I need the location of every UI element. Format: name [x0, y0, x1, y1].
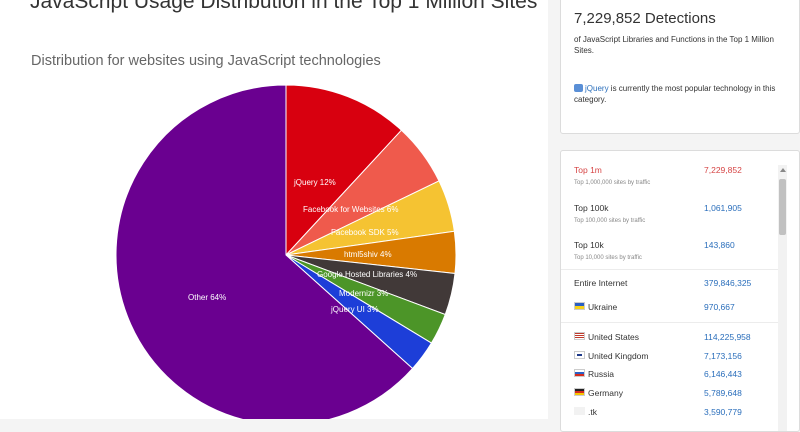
stat-label: .tk [588, 407, 597, 417]
pie-label: jQuery 12% [293, 178, 336, 187]
pie-slice-jquery[interactable] [285, 84, 403, 257]
stat-value: 114,225,958 [704, 332, 751, 342]
popular-technology: jQuery is currently the most popular tec… [574, 83, 792, 105]
stat-value: 6,146,443 [704, 369, 742, 379]
stat-label: Top 100k [574, 203, 609, 213]
tk-icon [574, 407, 585, 415]
detections-description: of JavaScript Libraries and Functions in… [574, 35, 774, 55]
scroll-up-icon[interactable] [780, 168, 786, 172]
scrollbar-thumb[interactable] [779, 179, 786, 235]
stat-label: United Kingdom [588, 351, 649, 361]
detections-card: 7,229,852 Detections of JavaScript Libra… [560, 0, 800, 134]
page-title: JavaScript Usage Distribution in the Top… [30, 0, 538, 13]
stat-label: Ukraine [588, 302, 618, 312]
stats-card: Top 1m Top 1,000,000 sites by traffic 7,… [560, 150, 800, 432]
pie-slice-other[interactable] [115, 84, 414, 419]
stat-sublabel: Top 1,000,000 sites by traffic [574, 180, 651, 186]
stat-label: United States [588, 332, 640, 342]
pie-label: Modernizr 3% [339, 289, 388, 298]
detections-count: 7,229,852 Detections [574, 10, 716, 27]
pie-label: Google Hosted Libraries 4% [317, 270, 417, 279]
stat-value: 7,229,852 [704, 165, 742, 175]
pie-label: Other 64% [188, 293, 226, 302]
stat-value: 143,860 [704, 240, 735, 250]
stat-value: 7,173,156 [704, 351, 742, 361]
ukraine-flag [574, 302, 585, 310]
jquery-link[interactable]: jQuery [585, 84, 609, 93]
russia-flag [574, 369, 585, 377]
stat-label: Entire Internet [574, 278, 628, 288]
stat-value: 379,846,325 [704, 278, 752, 288]
uk-flag [574, 351, 585, 359]
jquery-icon [574, 84, 583, 92]
stat-sublabel: Top 10,000 sites by traffic [574, 255, 642, 261]
scrollbar[interactable] [778, 165, 787, 431]
stat-value: 1,061,905 [704, 203, 742, 213]
us-flag [574, 332, 585, 340]
pie-label: html5shiv 4% [344, 250, 392, 259]
popular-text: is currently the most popular technology… [574, 84, 776, 104]
pie-label: Facebook for Websites 6% [303, 205, 398, 214]
divider [561, 322, 778, 323]
stat-label: Top 10k [574, 240, 604, 250]
page-subtitle: Distribution for websites using JavaScri… [31, 53, 381, 69]
stat-label: Germany [588, 388, 623, 398]
stat-sublabel: Top 100,000 sites by traffic [574, 218, 646, 224]
germany-flag [574, 388, 585, 396]
chart-panel: JavaScript Usage Distribution in the Top… [0, 0, 548, 419]
pie-label: jQuery UI 3% [330, 305, 379, 314]
stat-label: Top 1m [574, 165, 602, 175]
pie-chart: jQuery 12% Facebook for Websites 6% Facebo… [115, 84, 457, 419]
pie-label: Facebook SDK 5% [331, 228, 399, 237]
stat-value: 5,789,648 [704, 388, 742, 398]
stat-label: Russia [588, 369, 614, 379]
stat-value: 3,590,779 [704, 407, 742, 417]
stat-value: 970,667 [704, 302, 735, 312]
divider [561, 269, 778, 270]
